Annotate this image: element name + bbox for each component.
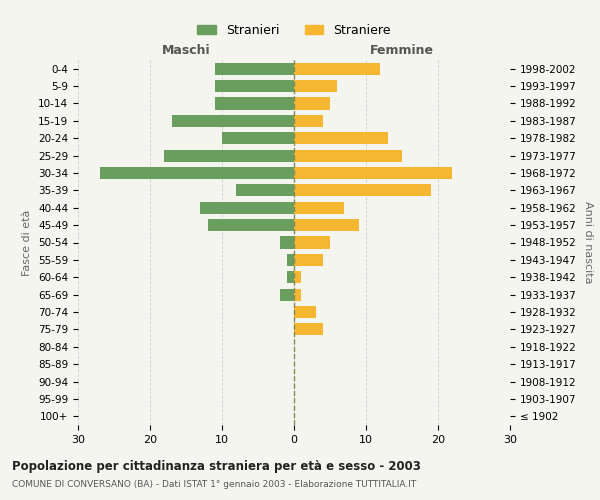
Bar bbox=[294, 167, 452, 179]
Text: Popolazione per cittadinanza straniera per età e sesso - 2003: Popolazione per cittadinanza straniera p… bbox=[12, 460, 421, 473]
Bar bbox=[294, 288, 301, 300]
Bar bbox=[287, 254, 294, 266]
Bar bbox=[294, 132, 388, 144]
Bar bbox=[222, 132, 294, 144]
Bar bbox=[294, 80, 337, 92]
Bar bbox=[294, 184, 431, 196]
Bar bbox=[215, 80, 294, 92]
Bar bbox=[208, 219, 294, 231]
Text: Femmine: Femmine bbox=[370, 44, 434, 57]
Bar bbox=[215, 98, 294, 110]
Bar bbox=[294, 98, 330, 110]
Bar bbox=[236, 184, 294, 196]
Bar bbox=[172, 115, 294, 127]
Bar bbox=[100, 167, 294, 179]
Bar bbox=[280, 288, 294, 300]
Bar bbox=[200, 202, 294, 214]
Bar bbox=[280, 236, 294, 248]
Y-axis label: Anni di nascita: Anni di nascita bbox=[583, 201, 593, 284]
Bar bbox=[215, 62, 294, 75]
Bar bbox=[294, 271, 301, 283]
Bar bbox=[294, 306, 316, 318]
Bar bbox=[294, 324, 323, 336]
Bar bbox=[287, 271, 294, 283]
Bar bbox=[294, 202, 344, 214]
Bar bbox=[294, 219, 359, 231]
Text: Maschi: Maschi bbox=[161, 44, 211, 57]
Legend: Stranieri, Straniere: Stranieri, Straniere bbox=[192, 19, 396, 42]
Y-axis label: Fasce di età: Fasce di età bbox=[22, 210, 32, 276]
Bar bbox=[294, 236, 330, 248]
Bar bbox=[294, 150, 402, 162]
Bar bbox=[294, 62, 380, 75]
Text: COMUNE DI CONVERSANO (BA) - Dati ISTAT 1° gennaio 2003 - Elaborazione TUTTITALIA: COMUNE DI CONVERSANO (BA) - Dati ISTAT 1… bbox=[12, 480, 416, 489]
Bar bbox=[294, 115, 323, 127]
Bar bbox=[164, 150, 294, 162]
Bar bbox=[294, 254, 323, 266]
